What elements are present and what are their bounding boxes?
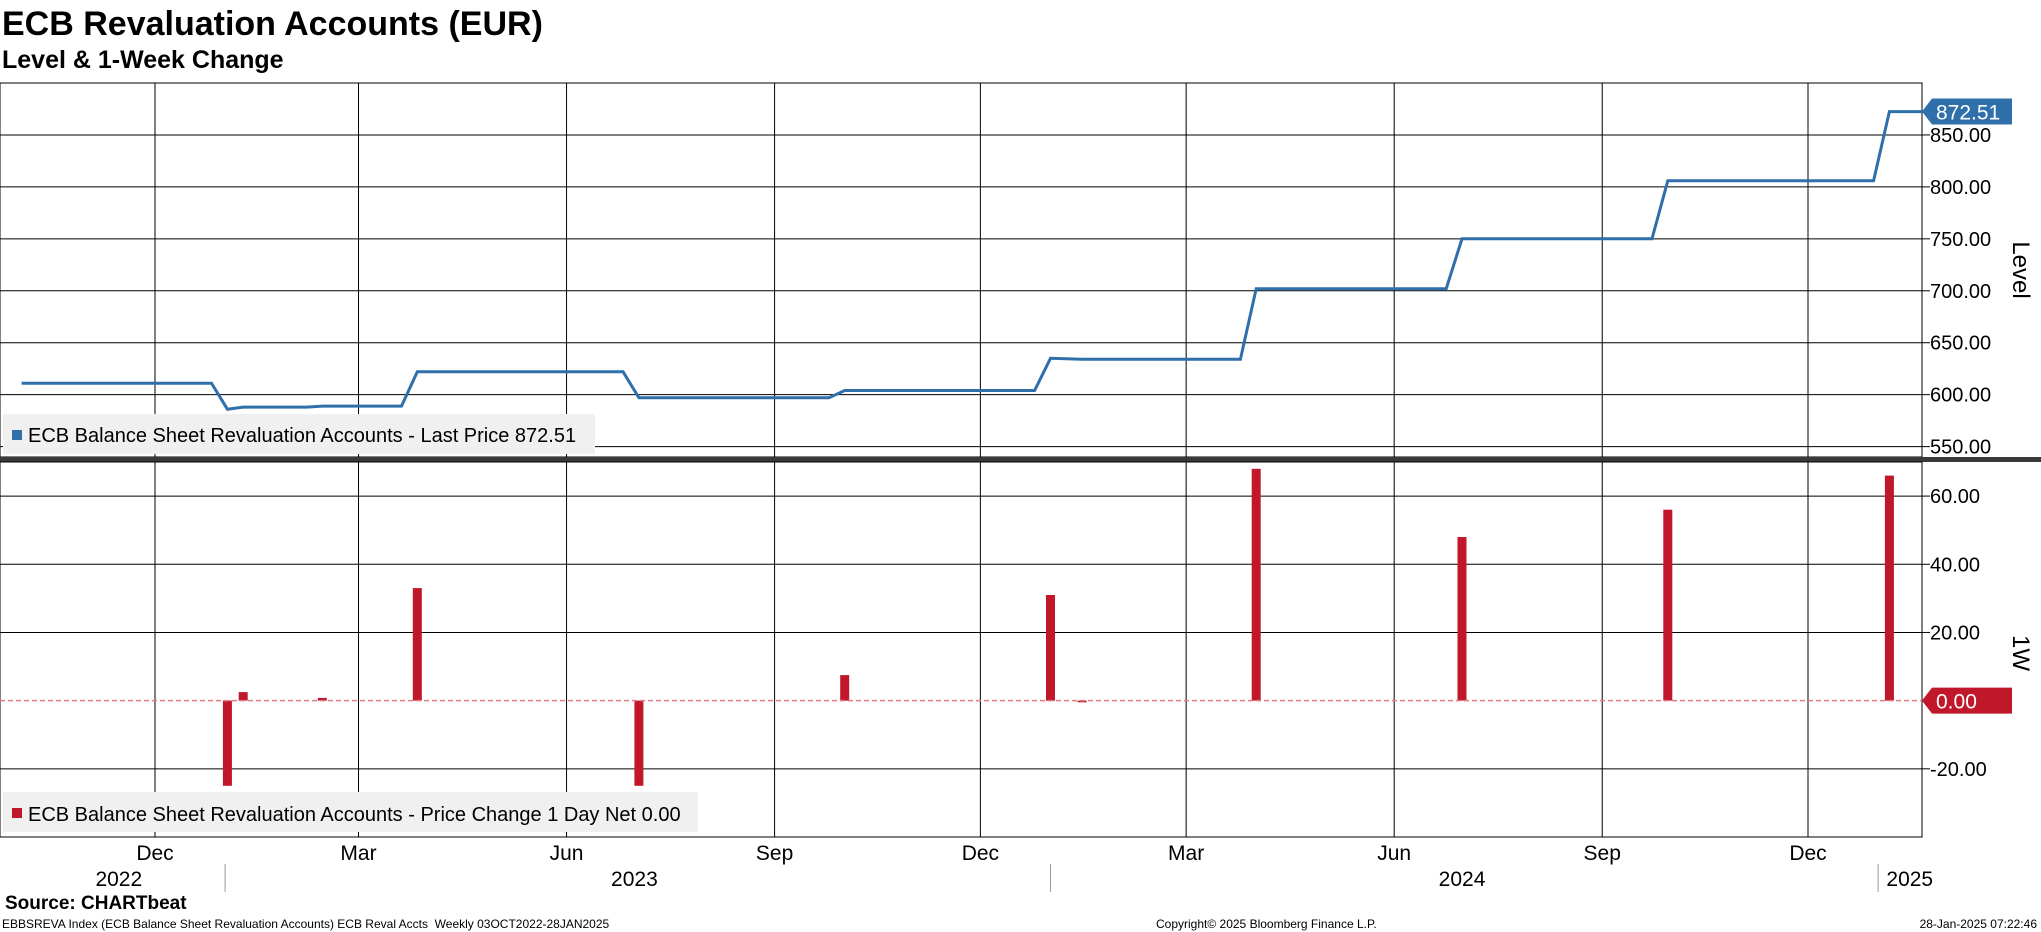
source-label: Source: CHARTbeat	[5, 893, 187, 914]
level-last-value-label: 872.51	[1936, 102, 2000, 125]
x-year-label: 2022	[95, 868, 142, 891]
x-month-label: Jun	[550, 842, 584, 865]
change-bar	[412, 588, 422, 701]
change-legend: ECB Balance Sheet Revaluation Accounts -…	[3, 792, 698, 832]
change-bar	[634, 700, 644, 786]
change-bar	[1251, 468, 1261, 701]
change-bar	[1046, 595, 1055, 701]
x-year-label: 2025	[1886, 868, 1933, 891]
level-panel: 550.00 600.00 650.00 700.00 750.00 800.00 850.…	[0, 82, 2034, 459]
level-y-ticks: 550.00 600.00 650.00 700.00 750.00 800.00 850.…	[1922, 125, 1991, 459]
change-panel: -20.00 20.00 40.00 60.00 ECB Balance Sheet …	[0, 461, 2034, 838]
x-month-label: Sep	[756, 842, 793, 865]
change-legend-label: ECB Balance Sheet Revaluation Accounts -…	[28, 804, 681, 826]
change-bar	[1457, 537, 1467, 701]
level-legend-label: ECB Balance Sheet Revaluation Accounts -…	[28, 425, 576, 447]
level-y-tick-label: 700.00	[1930, 281, 1991, 303]
change-y-tick-label: 40.00	[1930, 554, 1980, 576]
change-bar	[238, 692, 248, 701]
change-legend-swatch	[12, 808, 22, 818]
x-year-label: 2024	[1439, 868, 1486, 891]
level-legend-swatch	[12, 430, 22, 440]
x-month-label: Mar	[1168, 842, 1204, 865]
level-y-tick-label: 850.00	[1930, 125, 1991, 147]
change-y-tick-label: -20.00	[1930, 759, 1987, 781]
level-y-tick-label: 550.00	[1930, 437, 1991, 459]
chart-title: ECB Revaluation Accounts (EUR)	[2, 5, 543, 43]
change-bar	[840, 675, 850, 701]
footer-timestamp: 28-Jan-2025 07:22:46	[1920, 917, 2038, 931]
change-bar	[1663, 509, 1673, 701]
chart-subtitle: Level & 1-Week Change	[2, 46, 284, 74]
change-bar	[1077, 700, 1087, 703]
footer-index-info: EBBSREVA Index (ECB Balance Sheet Revalu…	[2, 917, 610, 931]
level-last-value-tag: 872.51	[1922, 98, 2012, 125]
change-legend-box	[3, 792, 698, 832]
level-y-tick-label: 600.00	[1930, 385, 1991, 407]
level-legend-box	[3, 414, 595, 454]
x-axis: Dec Mar Jun Sep Dec Mar Jun Sep Dec 2022 2023 2024 2…	[0, 836, 1933, 892]
x-year-label: 2023	[611, 868, 658, 891]
x-month-label: Dec	[1789, 842, 1826, 865]
change-y-ticks: -20.00 20.00 40.00 60.00	[1922, 486, 1987, 781]
change-y-tick-label: 60.00	[1930, 486, 1980, 508]
x-month-label: Dec	[962, 842, 999, 865]
x-month-label: Sep	[1584, 842, 1621, 865]
level-y-tick-label: 800.00	[1930, 177, 1991, 199]
footer-copyright: Copyright© 2025 Bloomberg Finance L.P.	[1156, 917, 1377, 931]
change-axis-label: 1W	[2007, 635, 2034, 671]
change-y-tick-label: 20.00	[1930, 622, 1980, 644]
change-last-value-tag: 0.00	[1922, 687, 2012, 714]
level-axis-label: Level	[2007, 241, 2034, 298]
level-plot-frame	[0, 82, 1923, 458]
x-month-label: Jun	[1377, 842, 1411, 865]
change-last-value-label: 0.00	[1936, 691, 1977, 714]
x-month-label: Mar	[340, 842, 376, 865]
level-legend: ECB Balance Sheet Revaluation Accounts -…	[3, 414, 595, 454]
level-y-tick-label: 750.00	[1930, 229, 1991, 251]
level-last-value-marker	[1922, 98, 2012, 125]
change-bar	[1884, 475, 1894, 701]
change-bar	[317, 697, 327, 701]
level-series-line	[21, 110, 1940, 411]
change-bars	[222, 468, 1894, 786]
change-grid	[0, 462, 1922, 837]
change-last-value-marker	[1922, 687, 2012, 714]
change-bar	[222, 700, 232, 786]
level-y-tick-label: 650.00	[1930, 333, 1991, 355]
x-month-label: Dec	[136, 842, 173, 865]
change-plot-frame	[0, 461, 1923, 838]
